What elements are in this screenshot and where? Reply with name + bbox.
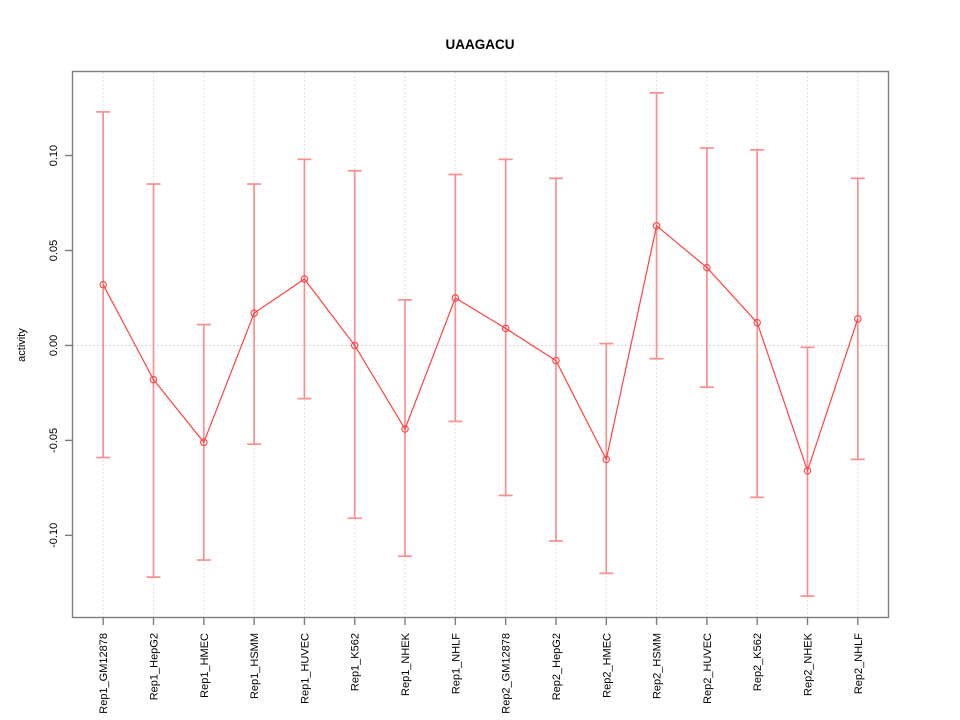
- data-point: [854, 315, 862, 323]
- data-point: [703, 263, 711, 272]
- x-tick-label: Rep1_HUVEC: [299, 633, 311, 704]
- data-point: [350, 341, 359, 350]
- data-point: [149, 375, 158, 384]
- x-tick-label: Rep2_HSMM: [652, 633, 664, 699]
- x-tick-label: Rep1_HMEC: [199, 633, 211, 698]
- x-tick-label: Rep2_K562: [752, 633, 764, 691]
- x-tick-label: Rep2_HUVEC: [702, 633, 714, 704]
- x-tick-label: Rep2_NHLF: [853, 633, 865, 694]
- data-point: [401, 425, 409, 433]
- data-point: [300, 275, 309, 283]
- data-point: [451, 294, 460, 302]
- data-point: [250, 309, 258, 317]
- x-tick-label: Rep2_NHEK: [803, 632, 815, 696]
- x-tick-label: Rep1_NHLF: [450, 633, 462, 694]
- data-point: [803, 467, 812, 475]
- data-point: [753, 318, 761, 327]
- y-tick-label: -0.05: [48, 428, 60, 453]
- y-tick-label: 0.10: [48, 145, 60, 166]
- y-tick-label: 0.05: [48, 240, 60, 261]
- data-point: [602, 455, 611, 464]
- chart-title: UAAGACU: [446, 37, 515, 52]
- x-tick-label: Rep1_HepG2: [148, 633, 160, 700]
- data-point: [501, 324, 510, 333]
- data-line: [102, 224, 859, 473]
- data-point: [200, 438, 208, 447]
- plot-area: 0.10 0.05 0.00 -0.05 -0.10 Rep1_GM12878 Rep1_H…: [48, 70, 890, 714]
- x-tick-label: Rep1_NHEK: [400, 632, 412, 696]
- x-tick-label: Rep1_K562: [350, 633, 362, 691]
- data-point: [99, 280, 107, 289]
- x-tick-label: Rep2_GM12878: [501, 633, 513, 714]
- y-axis-label: activity: [16, 328, 28, 362]
- y-tick-label: -0.10: [48, 523, 60, 548]
- x-tick-label: Rep2_HepG2: [551, 633, 563, 700]
- data-point: [652, 222, 661, 230]
- x-tick-label: Rep1_HSMM: [249, 633, 261, 699]
- x-tick-label: Rep2_HMEC: [601, 633, 613, 698]
- x-tick-label: Rep1_GM12878: [98, 633, 110, 714]
- plot-border: [71, 70, 890, 619]
- data-point: [552, 356, 560, 365]
- y-tick-label: 0.00: [48, 335, 60, 356]
